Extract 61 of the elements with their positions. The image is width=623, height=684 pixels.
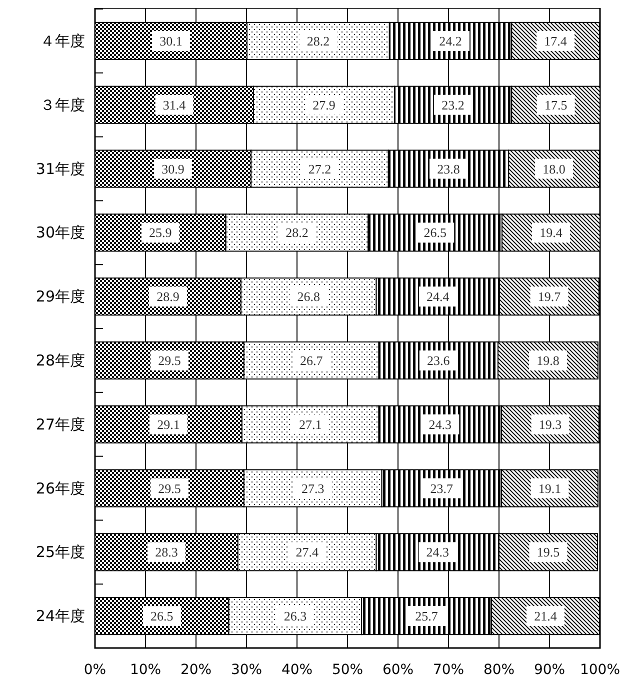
x-tick-label: 50%	[332, 662, 364, 678]
data-label: 30.9	[162, 161, 184, 176]
data-label: 28.3	[155, 544, 178, 560]
data-label: 27.4	[296, 544, 319, 560]
data-label: 26.5	[150, 608, 174, 624]
data-label: 23.8	[437, 161, 460, 176]
data-label: 23.2	[442, 97, 464, 112]
data-label: 28.9	[156, 289, 180, 304]
data-label: 19.1	[538, 480, 562, 496]
y-tick-label: 25年度	[36, 543, 85, 562]
x-tick-label: 0%	[84, 662, 106, 678]
data-label: 31.4	[162, 97, 186, 112]
data-label: 27.3	[302, 480, 324, 496]
data-label: 24.3	[428, 416, 452, 432]
data-label: 23.6	[427, 352, 450, 368]
x-tick-label: 80%	[483, 662, 515, 678]
x-tick-label: 40%	[281, 662, 313, 678]
data-label: 24.2	[439, 33, 462, 48]
data-label: 24.3	[426, 544, 450, 560]
data-label: 28.2	[306, 33, 330, 48]
x-tick-label: 100%	[580, 662, 620, 678]
data-label: 19.4	[540, 225, 563, 240]
y-tick-label: 27年度	[36, 415, 85, 434]
data-label: 19.7	[538, 289, 562, 304]
data-label: 26.7	[300, 352, 324, 368]
y-tick-label: 28年度	[36, 351, 85, 370]
data-label: 27.2	[308, 161, 332, 176]
data-label: 29.5	[158, 480, 181, 496]
data-label: 24.4	[426, 289, 450, 304]
data-label: 21.4	[534, 608, 558, 624]
y-tick-label: ４年度	[40, 32, 85, 50]
data-label: 27.1	[299, 416, 322, 432]
data-label: 23.7	[430, 480, 454, 496]
x-tick-label: 10%	[130, 662, 162, 678]
x-tick-label: 20%	[180, 662, 212, 678]
data-label: 25.9	[149, 225, 172, 240]
y-tick-label: 30年度	[36, 224, 85, 242]
data-label: 26.8	[297, 289, 320, 304]
y-tick-label: 26年度	[36, 479, 85, 498]
x-tick-label: 30%	[230, 662, 262, 678]
data-label: 26.3	[284, 608, 307, 624]
data-label: 18.0	[542, 161, 566, 176]
y-tick-label: 31年度	[36, 160, 85, 178]
data-label: 28.2	[286, 225, 308, 240]
data-label: 26.5	[424, 225, 446, 240]
data-label: 27.9	[312, 97, 336, 112]
data-label: 25.7	[415, 608, 438, 624]
x-tick-label: 90%	[534, 662, 566, 678]
data-label: 19.5	[536, 544, 560, 560]
data-label: 30.1	[160, 33, 182, 48]
data-label: 19.8	[536, 352, 560, 368]
y-tick-label: ３年度	[40, 96, 85, 114]
x-tick-label: 70%	[432, 662, 464, 678]
x-tick-label: 60%	[382, 662, 414, 678]
y-tick-label: 24年度	[36, 607, 85, 626]
data-label: 17.4	[544, 33, 568, 48]
y-tick-label: 29年度	[36, 288, 85, 306]
data-label: 29.1	[157, 416, 180, 432]
data-label: 29.5	[158, 352, 181, 368]
data-label: 19.3	[538, 416, 562, 432]
data-label: 17.5	[544, 97, 568, 112]
